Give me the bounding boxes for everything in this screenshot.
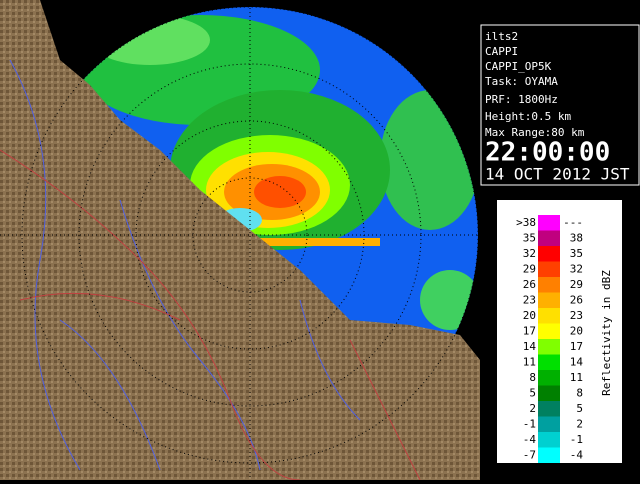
legend-high: 5 bbox=[576, 402, 583, 415]
legend-swatch bbox=[538, 323, 560, 339]
legend-low: 11 bbox=[523, 355, 536, 368]
legend-high: -1 bbox=[570, 433, 583, 446]
legend-high: 29 bbox=[570, 278, 583, 291]
legend-swatch bbox=[538, 354, 560, 370]
legend-low: 8 bbox=[529, 371, 536, 384]
legend-high: 23 bbox=[570, 309, 583, 322]
legend-swatch bbox=[538, 339, 560, 355]
legend-low: -1 bbox=[523, 417, 536, 430]
prf: PRF: 1800Hz bbox=[485, 93, 558, 106]
legend-high: 2 bbox=[576, 417, 583, 430]
legend-low: -4 bbox=[523, 433, 537, 446]
legend-high: 8 bbox=[576, 386, 583, 399]
height: Height:0.5 km bbox=[485, 110, 571, 123]
legend-swatch bbox=[538, 385, 560, 401]
legend-rows: >38 --- 35 38 32 35 29 32 26 29 23 26 20 23 17 20 14 17 11… bbox=[516, 215, 583, 463]
legend-low: 23 bbox=[523, 293, 536, 306]
legend-high: 14 bbox=[570, 355, 584, 368]
legend-high: 32 bbox=[570, 262, 583, 275]
legend-low: 35 bbox=[523, 231, 536, 244]
legend-high: 35 bbox=[570, 247, 583, 260]
legend-swatch bbox=[538, 246, 560, 262]
max-range: Max Range:80 km bbox=[485, 126, 585, 139]
legend-swatch bbox=[538, 370, 560, 386]
legend-low: 14 bbox=[523, 340, 537, 353]
legend-low: -7 bbox=[523, 448, 536, 461]
legend-low: 5 bbox=[529, 386, 536, 399]
legend-high: 26 bbox=[570, 293, 583, 306]
task: Task: OYAMA bbox=[485, 75, 558, 88]
product: CAPPI bbox=[485, 45, 518, 58]
legend-swatch bbox=[538, 432, 560, 448]
station: ilts2 bbox=[485, 30, 518, 43]
legend-high: 11 bbox=[570, 371, 583, 384]
range-rings bbox=[21, 6, 479, 464]
legend-swatch bbox=[538, 277, 560, 293]
legend-swatch bbox=[538, 308, 560, 324]
legend-title: Reflectivity in dBZ bbox=[600, 270, 613, 396]
legend-low: 26 bbox=[523, 278, 536, 291]
legend-low: 2 bbox=[529, 402, 536, 415]
legend-high: 38 bbox=[570, 231, 583, 244]
legend-low: 17 bbox=[523, 324, 536, 337]
rivers bbox=[9, 59, 361, 471]
legend-swatch bbox=[538, 215, 560, 231]
legend-high: 20 bbox=[570, 324, 583, 337]
date: 14 OCT 2012 JST bbox=[485, 165, 630, 184]
legend-swatch bbox=[538, 401, 560, 417]
product-name: CAPPI_OP5K bbox=[485, 60, 552, 73]
legend-swatch bbox=[538, 261, 560, 277]
legend-swatch bbox=[538, 416, 560, 432]
legend-swatch bbox=[538, 447, 560, 463]
legend-low: 32 bbox=[523, 247, 536, 260]
legend-high: -4 bbox=[570, 448, 584, 461]
boundaries bbox=[0, 149, 421, 481]
legend-low: 29 bbox=[523, 262, 536, 275]
legend-high: --- bbox=[563, 216, 583, 229]
legend-swatch bbox=[538, 292, 560, 308]
time: 22:00:00 bbox=[485, 138, 610, 168]
info-panel bbox=[480, 24, 640, 186]
legend-swatch bbox=[538, 230, 560, 246]
legend-high: 17 bbox=[570, 340, 583, 353]
legend-low: >38 bbox=[516, 216, 536, 229]
legend-low: 20 bbox=[523, 309, 536, 322]
info-text: ilts2 CAPPI CAPPI_OP5K Task: OYAMA PRF: … bbox=[485, 30, 630, 184]
